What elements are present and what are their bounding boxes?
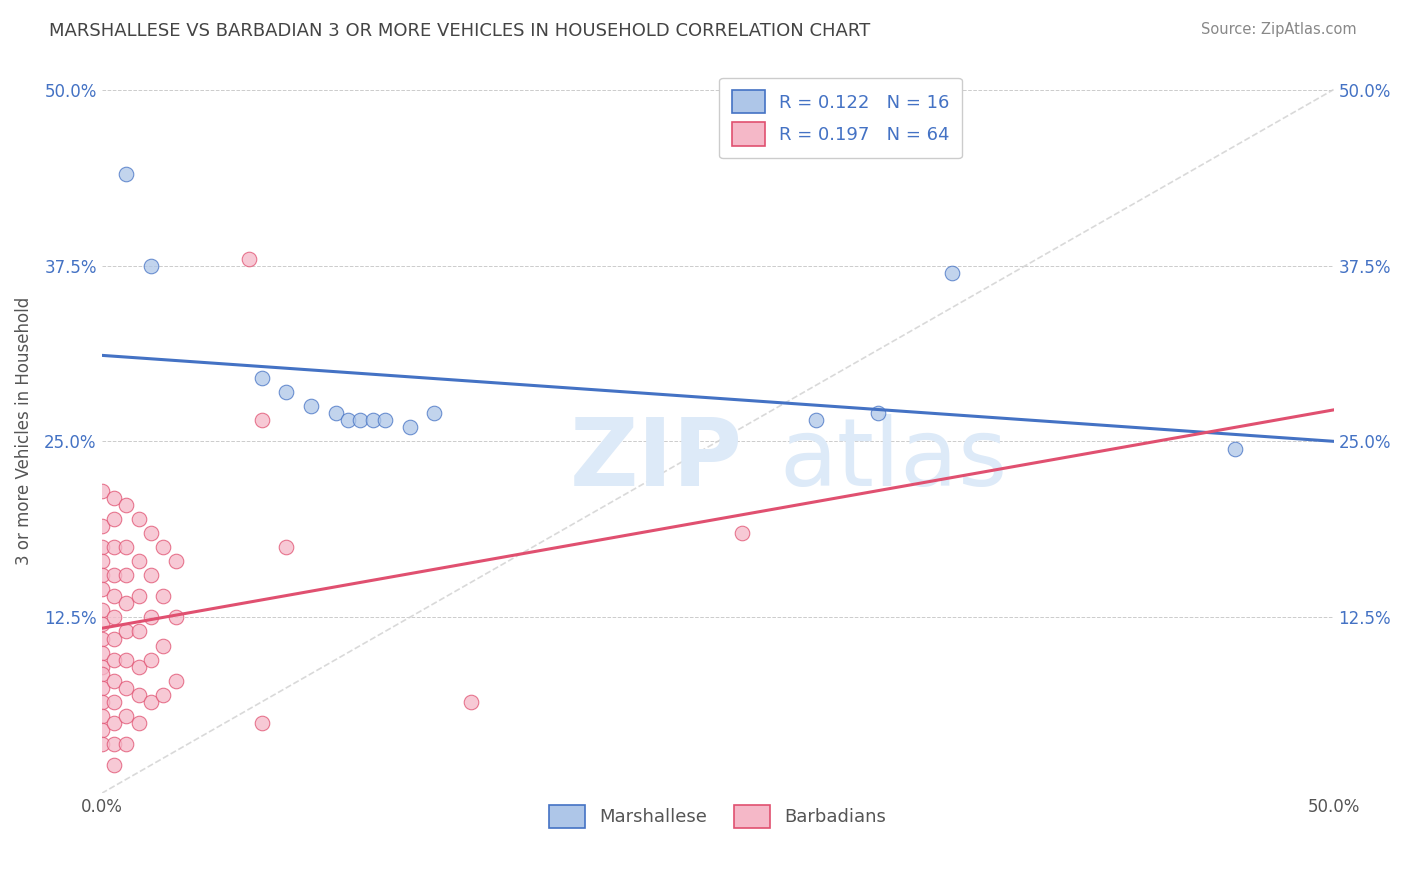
Point xyxy=(731,526,754,541)
Point xyxy=(115,737,138,751)
Point xyxy=(349,413,371,427)
Point xyxy=(165,673,187,688)
Point xyxy=(139,653,162,667)
Point xyxy=(90,646,112,660)
Point xyxy=(1223,442,1246,456)
Point xyxy=(103,590,125,604)
Point xyxy=(103,568,125,582)
Y-axis label: 3 or more Vehicles in Household: 3 or more Vehicles in Household xyxy=(15,297,32,565)
Point xyxy=(336,413,359,427)
Point xyxy=(115,596,138,610)
Point xyxy=(115,709,138,723)
Point xyxy=(103,758,125,772)
Point xyxy=(103,540,125,554)
Point xyxy=(90,632,112,646)
Point xyxy=(250,371,273,385)
Point xyxy=(115,568,138,582)
Text: atlas: atlas xyxy=(779,414,1008,506)
Point xyxy=(128,590,150,604)
Point xyxy=(115,540,138,554)
Point xyxy=(115,498,138,512)
Point xyxy=(115,653,138,667)
Point xyxy=(128,716,150,731)
Legend: Marshallese, Barbadians: Marshallese, Barbadians xyxy=(541,797,894,835)
Text: MARSHALLESE VS BARBADIAN 3 OR MORE VEHICLES IN HOUSEHOLD CORRELATION CHART: MARSHALLESE VS BARBADIAN 3 OR MORE VEHIC… xyxy=(49,22,870,40)
Point xyxy=(103,491,125,505)
Point xyxy=(90,681,112,695)
Point xyxy=(90,554,112,568)
Point xyxy=(460,695,482,709)
Point xyxy=(90,659,112,673)
Point xyxy=(152,688,174,702)
Point xyxy=(423,406,446,420)
Point xyxy=(152,590,174,604)
Point xyxy=(128,659,150,673)
Point xyxy=(250,413,273,427)
Point xyxy=(276,540,298,554)
Point xyxy=(152,540,174,554)
Point xyxy=(103,512,125,526)
Point xyxy=(325,406,347,420)
Point xyxy=(115,167,138,181)
Point xyxy=(139,695,162,709)
Point xyxy=(103,653,125,667)
Point xyxy=(90,709,112,723)
Point xyxy=(90,603,112,617)
Point xyxy=(90,695,112,709)
Point xyxy=(103,632,125,646)
Point xyxy=(128,624,150,639)
Point xyxy=(165,610,187,624)
Point xyxy=(276,385,298,400)
Point xyxy=(128,554,150,568)
Point xyxy=(103,695,125,709)
Point xyxy=(115,624,138,639)
Point xyxy=(115,681,138,695)
Point xyxy=(299,399,322,413)
Point xyxy=(165,554,187,568)
Point xyxy=(90,582,112,597)
Point xyxy=(90,617,112,632)
Point xyxy=(103,673,125,688)
Point xyxy=(238,252,260,266)
Point xyxy=(128,512,150,526)
Point xyxy=(361,413,384,427)
Point xyxy=(90,540,112,554)
Point xyxy=(866,406,889,420)
Point xyxy=(103,716,125,731)
Point xyxy=(139,526,162,541)
Point xyxy=(139,568,162,582)
Point xyxy=(90,483,112,498)
Point xyxy=(90,519,112,533)
Point xyxy=(90,568,112,582)
Point xyxy=(250,716,273,731)
Point xyxy=(374,413,396,427)
Text: Source: ZipAtlas.com: Source: ZipAtlas.com xyxy=(1201,22,1357,37)
Point xyxy=(103,610,125,624)
Point xyxy=(90,666,112,681)
Point xyxy=(139,610,162,624)
Point xyxy=(90,737,112,751)
Point xyxy=(941,266,963,280)
Point xyxy=(139,259,162,273)
Point xyxy=(398,420,420,434)
Point xyxy=(804,413,827,427)
Text: ZIP: ZIP xyxy=(569,414,742,506)
Point xyxy=(152,639,174,653)
Point xyxy=(103,737,125,751)
Point xyxy=(90,723,112,737)
Point xyxy=(128,688,150,702)
